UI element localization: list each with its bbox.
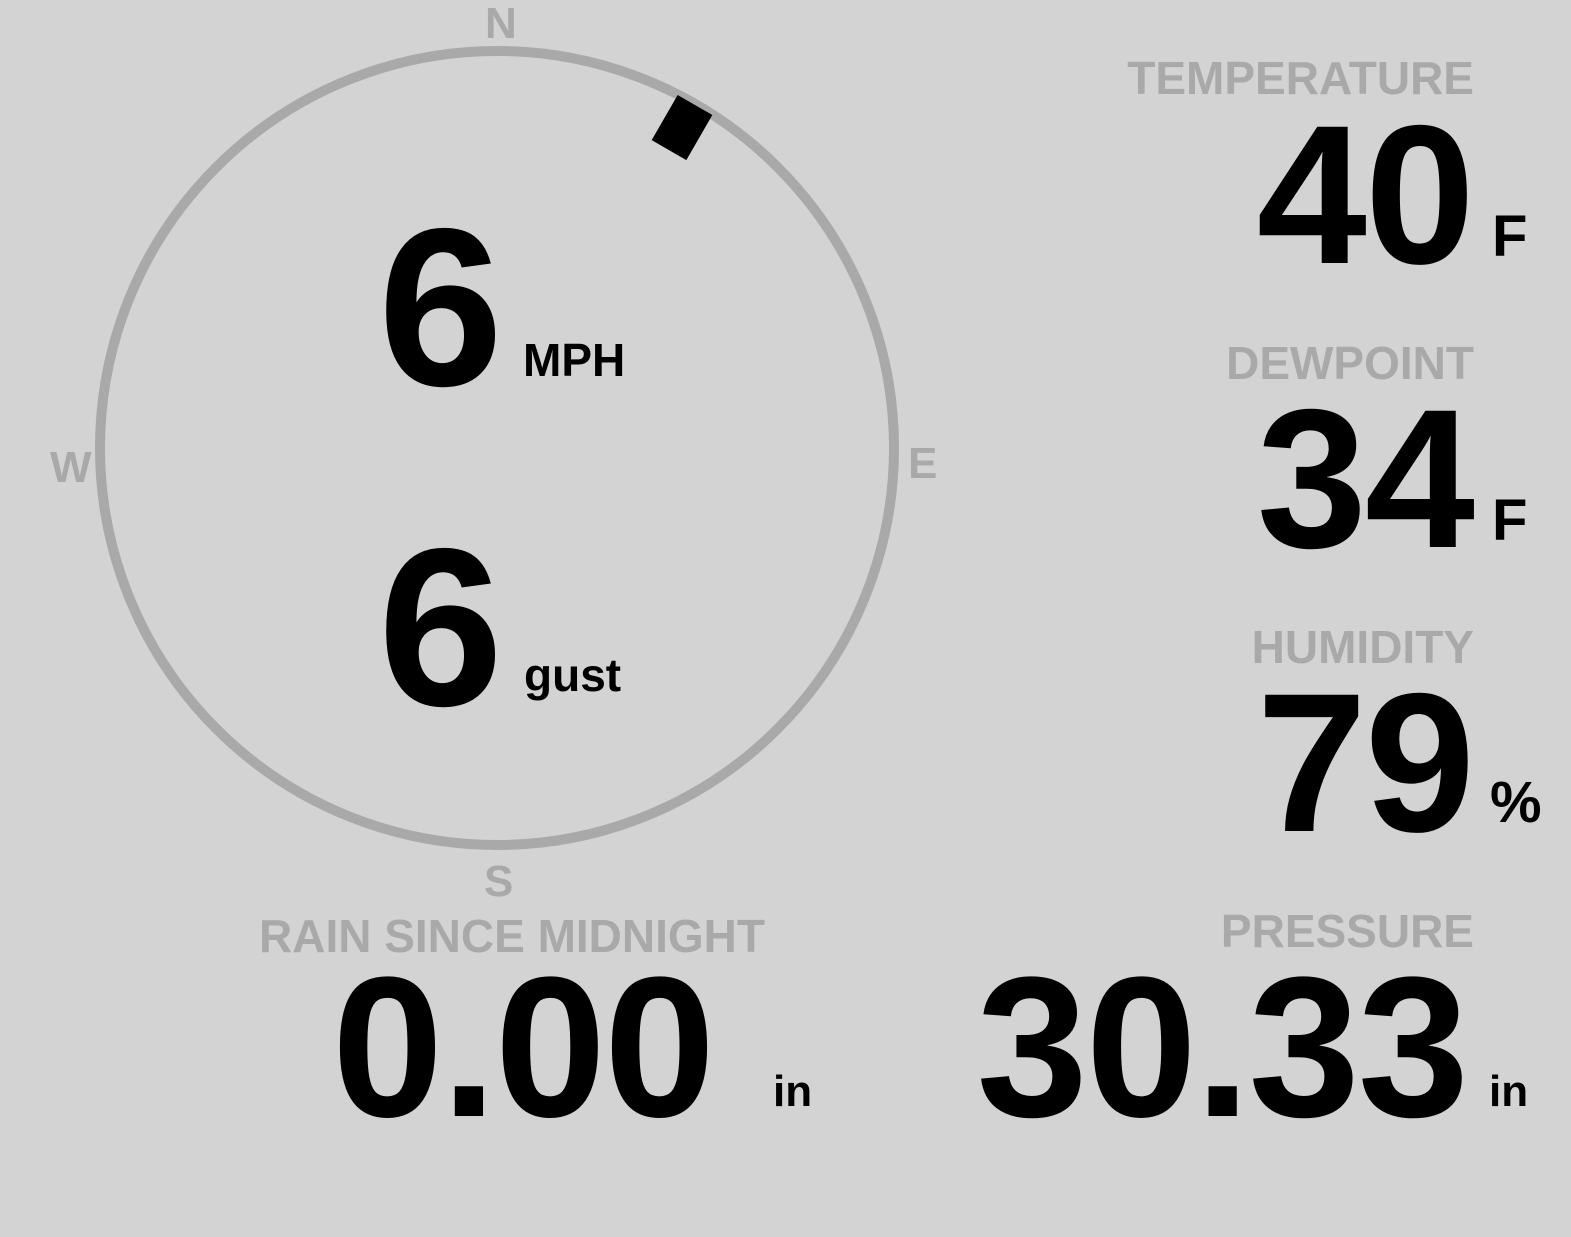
- wind-direction-marker: [651, 95, 713, 161]
- temperature-value: 40: [1256, 84, 1475, 305]
- pressure-unit: in: [1489, 1067, 1529, 1116]
- pressure-value: 30.33: [976, 936, 1469, 1159]
- humidity-value: 79: [1256, 652, 1475, 873]
- dewpoint-label: DEWPOINT: [1226, 337, 1474, 389]
- compass-east-label: E: [908, 439, 938, 488]
- temperature-label: TEMPERATURE: [1127, 52, 1474, 104]
- wind-gust-value: 6: [378, 501, 503, 753]
- wind-speed-value: 6: [378, 181, 503, 433]
- humidity-label: HUMIDITY: [1251, 621, 1474, 673]
- humidity-unit: %: [1490, 770, 1542, 835]
- pressure-label: PRESSURE: [1220, 905, 1474, 957]
- wind-gust-unit: gust: [524, 649, 622, 701]
- wind-compass: [95, 46, 899, 850]
- rain-label: RAIN SINCE MIDNIGHT: [259, 910, 765, 962]
- rain-unit: in: [773, 1067, 813, 1116]
- wind-speed-unit: MPH: [523, 334, 626, 386]
- compass-south-label: S: [484, 857, 514, 906]
- compass-ring: [95, 46, 899, 850]
- compass-west-label: W: [50, 443, 92, 492]
- rain-value: 0.00: [332, 936, 715, 1159]
- compass-north-label: N: [485, 0, 517, 48]
- dewpoint-value: 34: [1256, 368, 1475, 589]
- dewpoint-unit: F: [1492, 488, 1528, 553]
- temperature-unit: F: [1492, 204, 1528, 269]
